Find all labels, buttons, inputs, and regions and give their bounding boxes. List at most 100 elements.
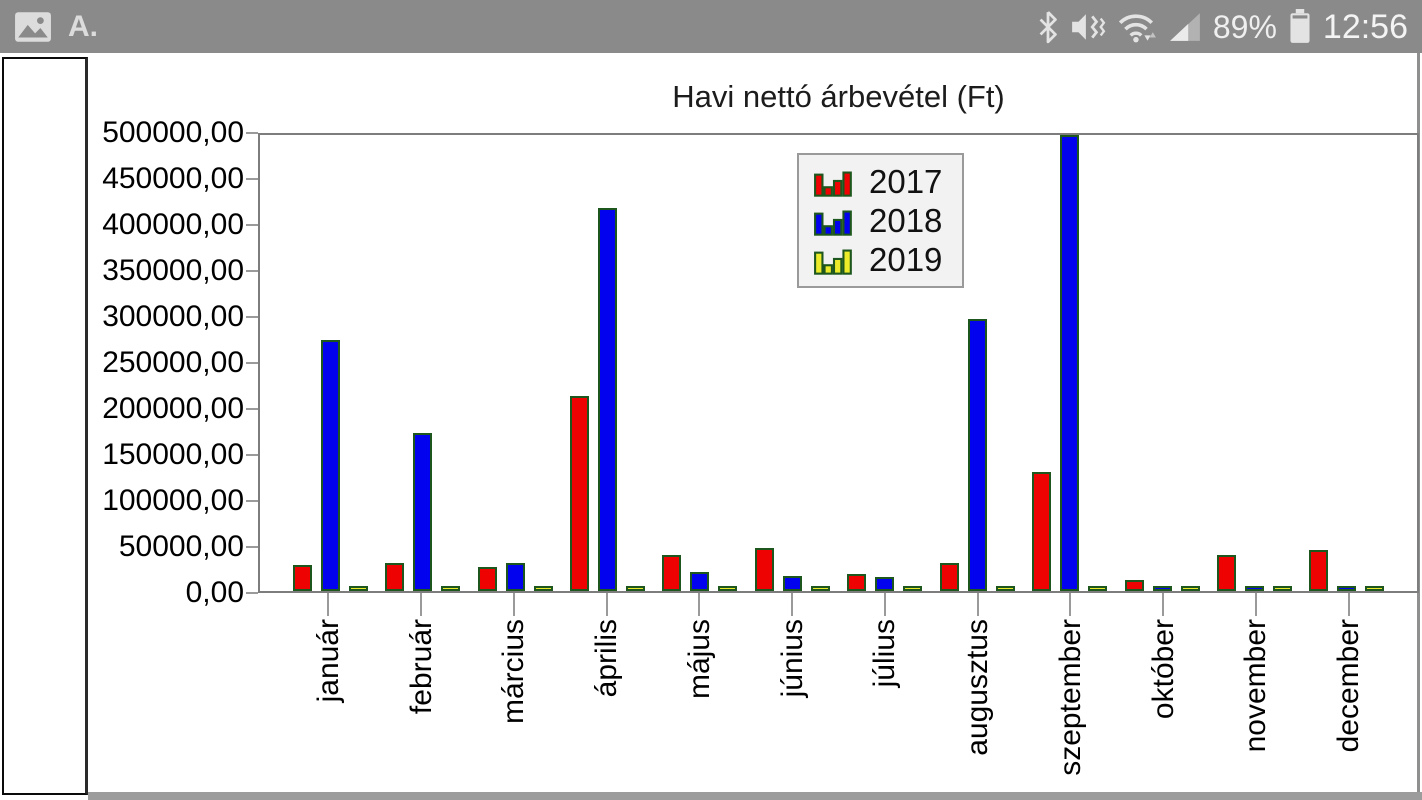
x-tick-mark: [327, 593, 330, 616]
bar-2019-március: [533, 586, 553, 591]
bar-2019-február: [441, 586, 461, 591]
x-tick-mark: [512, 593, 515, 616]
bar-2018-szeptember: [1060, 135, 1080, 591]
legend-label: 2019: [869, 241, 943, 278]
bar-2019-augusztus: [995, 586, 1015, 591]
x-label-cell: március: [468, 619, 561, 794]
x-axis-label: július: [868, 619, 902, 688]
bar-2017-március: [477, 567, 497, 591]
x-axis-label: április: [590, 619, 624, 698]
bar-group-július: [839, 135, 931, 591]
x-tick-mark: [698, 593, 701, 616]
bluetooth-icon: [1039, 10, 1057, 43]
x-label-cell: december: [1302, 619, 1395, 794]
bar-2019-április: [625, 586, 645, 591]
bar-2018-május: [690, 571, 710, 591]
battery-icon: [1290, 8, 1310, 43]
bar-group-december: [1301, 135, 1393, 591]
y-tick-label: 450000,00: [102, 162, 244, 195]
legend-row-2018: 2018: [813, 204, 942, 237]
x-tick-cell: [839, 593, 932, 616]
bar-group-április: [561, 135, 653, 591]
y-tick-label: 150000,00: [102, 438, 244, 471]
legend-row-2017: 2017: [813, 165, 942, 198]
bar-group-május: [654, 135, 746, 591]
x-label-cell: január: [282, 619, 375, 794]
x-axis-labels: január február március április május június jú…: [258, 619, 1419, 794]
x-tick-cell: [560, 593, 653, 616]
bar-2019-május: [718, 586, 738, 591]
legend-row-2019: 2019: [813, 243, 942, 276]
x-axis-label: február: [404, 619, 438, 715]
x-tick-mark: [883, 593, 886, 616]
bar-2018-február: [413, 433, 433, 591]
bar-group-november: [1208, 135, 1300, 591]
bar-2019-szeptember: [1088, 586, 1108, 591]
x-tick-mark: [1162, 593, 1165, 616]
bar-2019-december: [1365, 586, 1385, 591]
legend-label: 2017: [869, 163, 943, 200]
legend-bars-icon: [814, 171, 852, 197]
x-axis-label: május: [682, 619, 716, 700]
x-axis-label: november: [1239, 619, 1273, 753]
bar-2019-október: [1180, 586, 1200, 591]
x-axis-label: június: [775, 619, 809, 698]
legend-label: 2018: [869, 202, 943, 239]
bar-2017-szeptember: [1032, 471, 1052, 591]
bar-2017-augusztus: [939, 562, 959, 591]
x-tick-mark: [605, 593, 608, 616]
x-tick-cell: [375, 593, 468, 616]
x-tick-cell: [1302, 593, 1395, 616]
battery-percent: 89%: [1212, 8, 1277, 45]
y-tick-label: 300000,00: [102, 300, 244, 333]
bar-2017-január: [292, 565, 312, 591]
x-axis-label: augusztus: [961, 619, 995, 756]
y-tick-mark: [246, 316, 258, 318]
clock: 12:56: [1322, 7, 1408, 46]
image-notification-icon: [15, 11, 51, 42]
x-tick-cell: [1117, 593, 1210, 616]
bar-group-február: [376, 135, 468, 591]
bottom-strip: [88, 792, 1422, 800]
bar-group-június: [746, 135, 838, 591]
bar-2017-október: [1124, 580, 1144, 591]
signal-strength-icon: [1169, 12, 1200, 41]
x-tick-cell: [931, 593, 1024, 616]
wifi-icon: [1118, 13, 1156, 42]
bar-group-szeptember: [1023, 135, 1115, 591]
y-tick-mark: [246, 270, 258, 272]
x-label-cell: június: [746, 619, 839, 794]
y-tick-mark: [246, 592, 258, 594]
y-tick-mark: [246, 362, 258, 364]
bar-2019-január: [348, 586, 368, 591]
x-label-cell: szeptember: [1024, 619, 1117, 794]
chart-title: Havi nettó árbevétel (Ft): [672, 79, 1005, 114]
x-label-cell: november: [1210, 619, 1303, 794]
y-tick-label: 250000,00: [102, 346, 244, 379]
x-tick-cell: [468, 593, 561, 616]
status-bar[interactable]: A. 89%: [0, 0, 1422, 53]
bar-2018-január: [320, 340, 340, 591]
y-tick-label: 500000,00: [102, 116, 244, 149]
chart-card: Havi nettó árbevétel (Ft) 500000,00 45000…: [88, 53, 1420, 792]
status-bar-notifications: A.: [14, 11, 98, 43]
bar-2017-július: [847, 573, 867, 591]
status-bar-indicators: 89% 12:56: [1037, 7, 1408, 46]
x-tick-mark: [791, 593, 794, 616]
x-tick-mark: [976, 593, 979, 616]
bar-2018-június: [782, 576, 802, 591]
bar-2017-november: [1216, 554, 1236, 591]
bar-group-január: [284, 135, 376, 591]
x-label-cell: április: [560, 619, 653, 794]
bar-2018-november: [1244, 586, 1264, 591]
bar-2018-december: [1337, 586, 1357, 591]
x-tick-cell: [653, 593, 746, 616]
a-notification-icon: A.: [68, 9, 98, 43]
x-tick-cell: [1024, 593, 1117, 616]
x-axis-label: március: [497, 619, 531, 725]
y-tick-label: 350000,00: [102, 254, 244, 287]
x-label-cell: május: [653, 619, 746, 794]
x-tick-mark: [420, 593, 423, 616]
y-tick-label: 200000,00: [102, 392, 244, 425]
x-tick-cell: [746, 593, 839, 616]
